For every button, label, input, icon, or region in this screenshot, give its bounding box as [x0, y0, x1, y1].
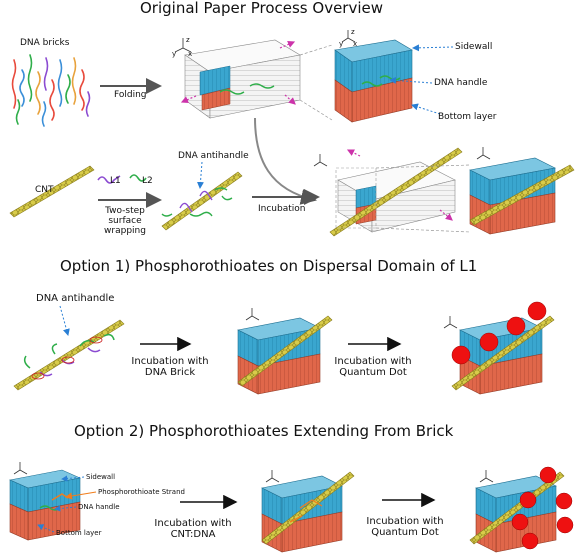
quantum-dot: [555, 492, 573, 510]
o1-label-antihandle: DNA antihandle: [36, 293, 115, 304]
label-dna-antihandle: DNA antihandle: [178, 151, 249, 161]
o2-label-phosphorothioate: Phosphorothioate Strand: [98, 488, 185, 496]
label-folding: Folding: [114, 90, 147, 100]
axes-indicator-4: [476, 147, 491, 160]
quantum-dot: [519, 491, 537, 509]
sidewall-pointer: [412, 44, 454, 52]
cnt-wrapped: [161, 171, 243, 231]
axis-z-2: z: [351, 28, 355, 36]
quantum-dot: [506, 316, 526, 336]
o2-label-bottom: Bottom layer: [56, 529, 102, 537]
brick-zoom-with-cnt: [469, 157, 575, 235]
axes-indicator-2: [341, 30, 356, 43]
handle-pointer: [389, 76, 433, 84]
curved-arrow: [254, 117, 317, 205]
brick-grey-with-cnt: [329, 147, 463, 237]
option2-brick-qd: [469, 471, 565, 553]
cnt-tube: [9, 165, 95, 218]
quantum-dot: [556, 516, 574, 534]
label-cnt: CNT: [35, 185, 54, 195]
o2-label-sidewall: Sidewall: [86, 473, 116, 481]
axes-indicator-o2b: [265, 470, 280, 483]
o2-label-step2: Incubation with Quantum Dot: [366, 516, 444, 538]
label-two-step: Two-step surface wrapping: [104, 206, 146, 236]
axis-x-2: x: [353, 40, 358, 48]
l1-strand: [97, 175, 121, 184]
zoom-box: [335, 167, 377, 229]
label-incubation: Incubation: [258, 204, 306, 214]
axis-x: x: [188, 50, 193, 58]
brick-zoomed-top-right: [334, 39, 413, 123]
label-bottom-layer: Bottom layer: [438, 112, 497, 122]
brick-folded-grey: [184, 39, 301, 119]
option1-quantum-dots: [451, 301, 547, 365]
option2-brick-labeled: [9, 469, 81, 541]
quantum-dot: [527, 301, 547, 321]
heading-option1: Option 1) Phosphorothioates on Dispersal…: [60, 257, 478, 275]
option2-brick-cnt: [261, 471, 355, 553]
quantum-dot: [511, 513, 529, 531]
o2-handle-pointer: [54, 505, 77, 512]
label-sidewall: Sidewall: [455, 42, 493, 52]
option1-brick-2: [451, 315, 555, 395]
option1-antihandle-pointer: [59, 305, 70, 336]
o2-label-step1: Incubation with CNT:DNA: [154, 518, 232, 540]
magenta-arrows-top: [180, 41, 296, 105]
zoom-lines-mid: [375, 164, 471, 233]
axis-y: y: [172, 50, 177, 58]
antihandle-pointer: [196, 161, 204, 189]
heading-overview: Original Paper Process Overview: [140, 0, 384, 17]
dna-bricks-strands: [11, 54, 91, 127]
quantum-dot: [479, 332, 499, 352]
o2-bottom-pointer: [37, 524, 55, 533]
label-dna-handle: DNA handle: [434, 78, 488, 88]
axis-y-2: y: [339, 40, 344, 48]
axes-indicator: [174, 38, 192, 53]
magenta-arrows-mid: [346, 149, 453, 221]
l2-strand: [129, 174, 147, 182]
label-dna-bricks: DNA bricks: [20, 38, 70, 48]
option1-brick-1: [237, 315, 333, 395]
option1-cnt: [13, 319, 125, 391]
axis-z: z: [186, 36, 190, 44]
label-l1: L1: [110, 176, 121, 186]
axes-indicator-o1a: [245, 308, 260, 321]
o1-label-step2: Incubation with Quantum Dot: [334, 356, 412, 378]
quantum-dot: [539, 466, 557, 484]
zoom-lines-top: [299, 44, 333, 121]
bottom-pointer: [411, 103, 441, 115]
axes-indicator-3: [313, 154, 328, 167]
heading-option2: Option 2) Phosphorothioates Extending Fr…: [74, 422, 454, 440]
o1-label-step1: Incubation with DNA Brick: [131, 356, 209, 378]
axes-indicator-o2c: [479, 470, 494, 483]
axes-indicator-o2a: [13, 462, 28, 475]
o2-phosphorothioate-pointer: [65, 491, 97, 500]
o2-label-handle: DNA handle: [78, 503, 120, 511]
label-l2: L2: [142, 176, 153, 186]
quantum-dot: [521, 532, 539, 550]
quantum-dot: [451, 345, 471, 365]
axes-indicator-o1b: [443, 316, 458, 329]
option2-quantum-dots: [511, 466, 574, 550]
